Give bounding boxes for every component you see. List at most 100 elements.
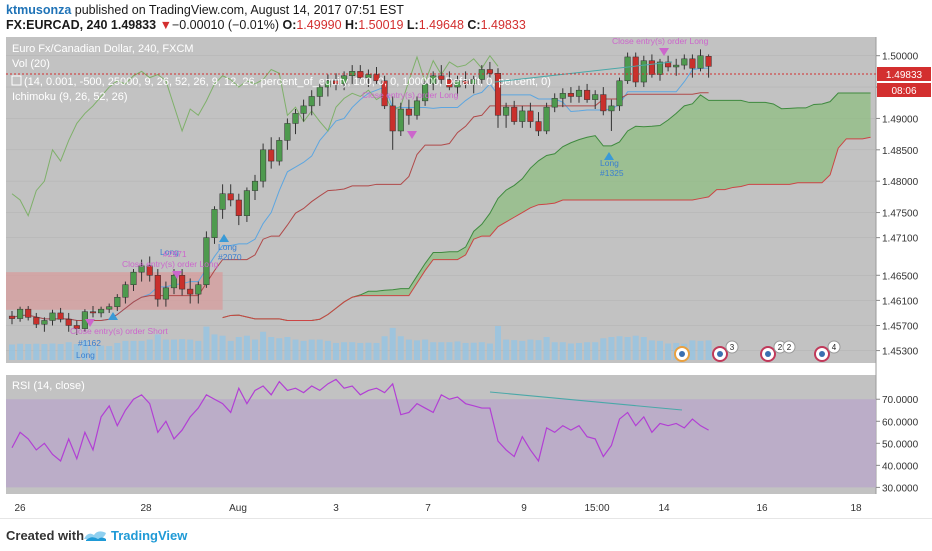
event-flag-icon	[765, 351, 771, 357]
volume-bar	[33, 343, 40, 360]
event-marker[interactable]: 3	[712, 340, 739, 362]
event-marker[interactable]	[674, 346, 690, 362]
candle-down	[567, 93, 574, 97]
candle-up	[49, 312, 56, 321]
entry-arrow-icon	[604, 152, 614, 160]
time-tick-label: 18	[850, 503, 862, 514]
time-tag-text: 08:06	[891, 86, 916, 97]
volume-bar	[243, 335, 250, 360]
tradingview-logo-icon[interactable]	[82, 527, 108, 543]
candle-up	[413, 100, 421, 116]
chart-area[interactable]: 1.500001.495001.490001.485001.480001.475…	[0, 36, 932, 518]
time-tick-label: 14	[658, 503, 670, 514]
volume-bar	[657, 340, 663, 360]
volume-bar	[478, 342, 485, 360]
author-link[interactable]: ktmusonza	[6, 3, 72, 17]
candle-up	[656, 61, 664, 75]
candle-down	[357, 71, 364, 78]
candle-down	[511, 106, 518, 122]
price-axis[interactable]	[876, 37, 932, 495]
candle-down	[389, 105, 396, 132]
chart-svg[interactable]: 1.500001.495001.490001.485001.480001.475…	[0, 36, 932, 518]
candle-down	[527, 110, 534, 122]
candle-up	[308, 96, 315, 107]
high-value: 1.50019	[358, 18, 404, 32]
volume-bar	[195, 340, 202, 360]
trade-label: #2070	[218, 252, 242, 262]
tradingview-brand[interactable]: TradingView	[111, 528, 188, 543]
candle-up	[454, 80, 461, 88]
candle-up	[324, 80, 331, 88]
candle-up	[106, 306, 113, 310]
volume-bar	[308, 339, 315, 360]
event-count: 2	[787, 343, 792, 352]
event-marker[interactable]: 4	[814, 340, 841, 362]
rsi-trendline[interactable]	[489, 391, 683, 411]
candle-down	[179, 275, 186, 290]
price-trendline[interactable]	[494, 61, 673, 83]
rsi-tick-label: 30.0000	[882, 483, 919, 494]
candle-up	[397, 108, 404, 132]
volume-bar	[373, 342, 380, 360]
candle-down	[65, 318, 72, 326]
trade-label: Close entry(s) order Long	[362, 90, 459, 100]
volume-bar	[17, 343, 24, 360]
volume-bar	[608, 337, 615, 360]
volume-bar	[462, 342, 469, 360]
candle-up	[195, 284, 202, 295]
rsi-tick-label: 70.0000	[882, 395, 919, 406]
volume-bar	[389, 327, 396, 360]
cloud-area	[222, 93, 871, 321]
price-tick-label: 1.45700	[882, 321, 919, 332]
grid	[6, 55, 876, 488]
candle-up	[543, 106, 550, 132]
price-tick-label: 1.47100	[882, 234, 919, 245]
trade-label: Long	[600, 158, 619, 168]
open-value: 1.49990	[296, 18, 342, 32]
volume-bar	[397, 336, 404, 360]
volume-bar	[57, 344, 64, 360]
rsi-band	[6, 399, 876, 488]
rsi-tick-label: 60.0000	[882, 417, 919, 428]
candles	[8, 49, 712, 335]
candle-down	[689, 58, 696, 69]
candle-up	[122, 284, 129, 298]
trade-label: Close entry(s) order Long	[122, 259, 219, 269]
candle-up	[170, 275, 178, 289]
volume-bar	[430, 342, 437, 360]
volume-bar	[324, 340, 331, 360]
candle-down	[146, 265, 153, 276]
candle-up	[41, 320, 48, 325]
volume-bar	[81, 340, 88, 360]
volume-bar	[154, 334, 161, 360]
pane-separator[interactable]	[6, 363, 932, 375]
candle-up	[138, 265, 145, 273]
volume-bar	[260, 331, 267, 360]
change-value: −0.00010 (−0.01%)	[171, 18, 279, 32]
candle-up	[697, 55, 704, 69]
candle-up	[251, 180, 259, 191]
volume-bar	[405, 339, 412, 360]
candle-down	[8, 315, 16, 319]
volume-bar	[689, 340, 696, 360]
volume-bar	[648, 340, 655, 360]
leading-span-b	[222, 136, 871, 321]
volume-bar	[349, 342, 356, 360]
candle-up	[365, 74, 372, 78]
volume-bar	[592, 342, 599, 360]
symbol-label: FX:EURCAD, 240	[6, 18, 108, 32]
volume-bar	[454, 341, 461, 360]
event-marker[interactable]: 2 2	[760, 340, 796, 362]
volume-bar	[114, 342, 121, 360]
candle-down	[154, 275, 161, 300]
volume-bar	[705, 340, 712, 360]
volume-bar	[567, 343, 574, 360]
candle-down	[33, 317, 40, 325]
event-count: 2	[778, 343, 783, 352]
volume-bar	[559, 342, 566, 360]
candle-down	[535, 121, 542, 132]
volume-bar	[486, 343, 493, 360]
price-tick-label: 1.46500	[882, 271, 919, 282]
change-arrow-icon: ▼	[159, 18, 172, 32]
candle-up	[430, 75, 437, 85]
